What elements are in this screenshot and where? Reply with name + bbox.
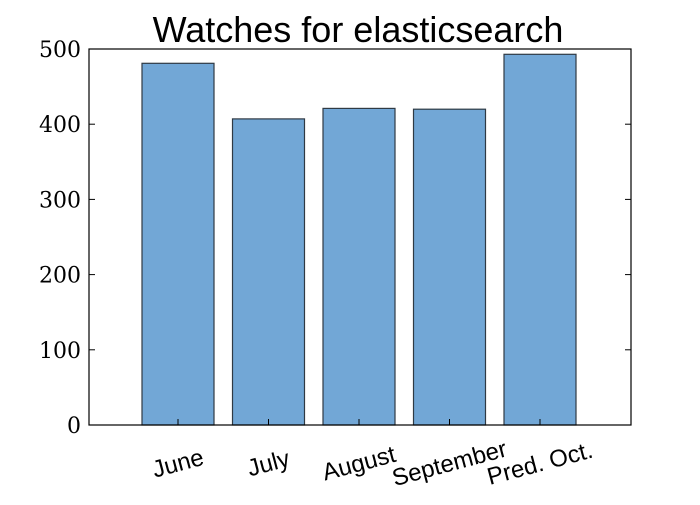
bar xyxy=(412,108,487,426)
y-tick-label: 100 xyxy=(39,339,81,364)
y-tick-label: 200 xyxy=(39,264,81,289)
x-tick-label: July xyxy=(244,445,292,482)
x-tick-label: June xyxy=(149,444,206,484)
y-tick-label: 300 xyxy=(39,188,81,213)
bar xyxy=(503,53,577,426)
bar xyxy=(322,107,396,426)
bar xyxy=(141,62,215,426)
y-tick-label: 500 xyxy=(39,38,81,63)
x-tick-label: August xyxy=(319,441,398,487)
y-tick-label: 400 xyxy=(39,113,81,138)
chart-title: Watches for elasticsearch xyxy=(153,9,564,50)
plot-frame xyxy=(88,48,632,426)
y-tick-label: 0 xyxy=(67,414,81,439)
bar xyxy=(231,118,306,426)
